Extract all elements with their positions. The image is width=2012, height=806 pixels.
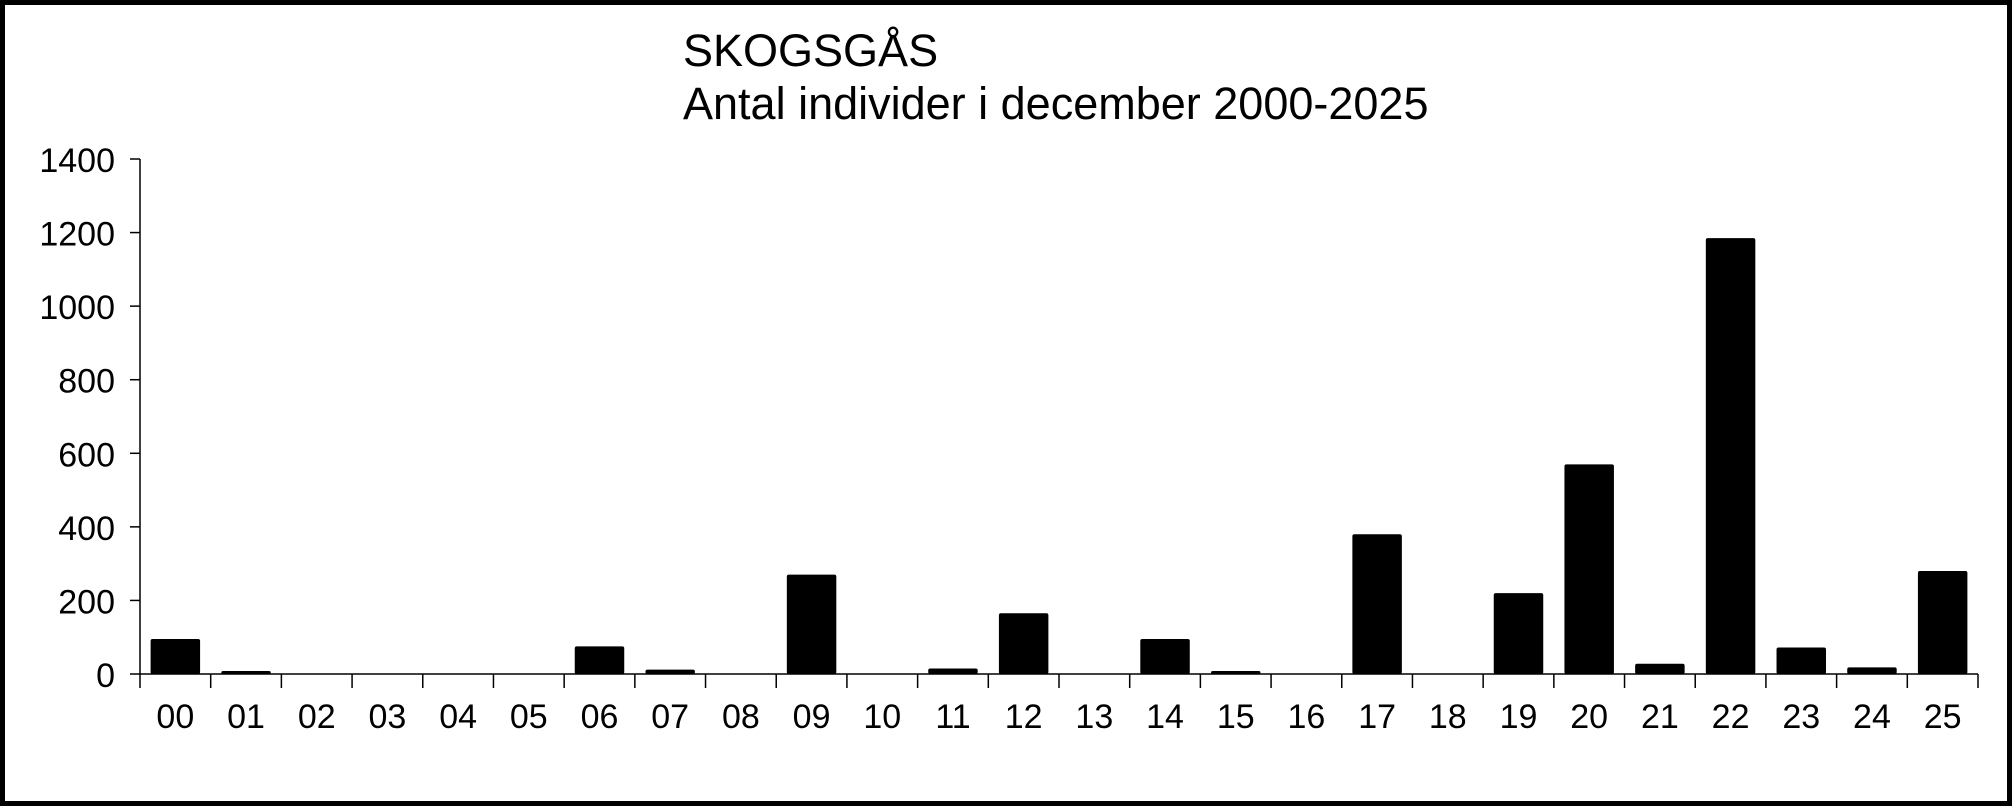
chart-subtitle-line: Antal individer i december 2000-2025 — [683, 78, 1429, 129]
x-tick-label: 25 — [1924, 698, 1962, 736]
bar-22 — [1705, 238, 1756, 674]
bar-15 — [1210, 671, 1261, 674]
bar-20 — [1564, 464, 1614, 674]
x-tick-label: 21 — [1641, 698, 1679, 736]
bar-14 — [1140, 639, 1190, 674]
x-tick-label: 10 — [863, 698, 901, 736]
chart-title-line: SKOGSGÅS — [683, 25, 939, 76]
bar-11 — [928, 668, 978, 674]
x-tick-label: 14 — [1146, 698, 1184, 736]
bar-23 — [1776, 647, 1827, 674]
x-tick-label: 16 — [1288, 698, 1326, 736]
bar-12 — [998, 613, 1049, 674]
x-tick-label: 23 — [1782, 698, 1820, 736]
x-tick-label: 13 — [1075, 698, 1113, 736]
y-tick-label: 400 — [58, 510, 115, 548]
x-tick-label: 20 — [1570, 698, 1608, 736]
x-tick-label: 19 — [1500, 698, 1538, 736]
x-tick-label: 00 — [156, 698, 194, 736]
x-tick-label: 15 — [1217, 698, 1255, 736]
bars — [150, 238, 1968, 674]
x-tick-label: 18 — [1429, 698, 1467, 736]
x-tick-label: 09 — [793, 698, 831, 736]
bar-07 — [645, 669, 695, 674]
x-tick-label: 24 — [1853, 698, 1891, 736]
bar-19 — [1493, 593, 1544, 674]
bar-00 — [150, 639, 201, 674]
x-tick-label: 01 — [227, 698, 265, 736]
y-tick-label: 1000 — [39, 289, 115, 327]
x-tick-label: 02 — [298, 698, 336, 736]
y-tick-label: 0 — [96, 657, 115, 695]
y-tick-label: 1200 — [39, 216, 115, 254]
bar-25 — [1917, 571, 1968, 674]
x-tick-label: 06 — [581, 698, 619, 736]
x-tick-label: 11 — [935, 698, 970, 736]
x-tick-label: 17 — [1358, 698, 1396, 736]
x-tick-label: 07 — [651, 698, 689, 736]
x-tick-label: 03 — [369, 698, 407, 736]
bar-24 — [1847, 667, 1897, 674]
x-tick-label: 05 — [510, 698, 548, 736]
bar-17 — [1352, 534, 1402, 674]
y-tick-label: 1400 — [39, 142, 115, 180]
x-tick-label: 22 — [1712, 698, 1750, 736]
y-tick-label: 600 — [58, 436, 115, 474]
x-tick-label: 12 — [1005, 698, 1043, 736]
bar-06 — [574, 646, 625, 674]
y-axis: 0 200 400 600 800 1000 1200 1400 — [39, 142, 141, 695]
bar-21 — [1635, 663, 1685, 674]
bar-01 — [221, 671, 271, 674]
chart-title: SKOGSGÅS Antal individer i december 2000… — [683, 24, 1428, 130]
x-axis: 00 01 02 03 04 05 06 07 08 09 10 11 12 13 14 15 16 17 18 19… — [139, 673, 1979, 736]
x-tick-label: 04 — [439, 698, 477, 736]
y-tick-label: 200 — [58, 583, 115, 621]
bar-09 — [786, 574, 837, 674]
y-tick-label: 800 — [58, 363, 115, 401]
x-tick-label: 08 — [722, 698, 760, 736]
